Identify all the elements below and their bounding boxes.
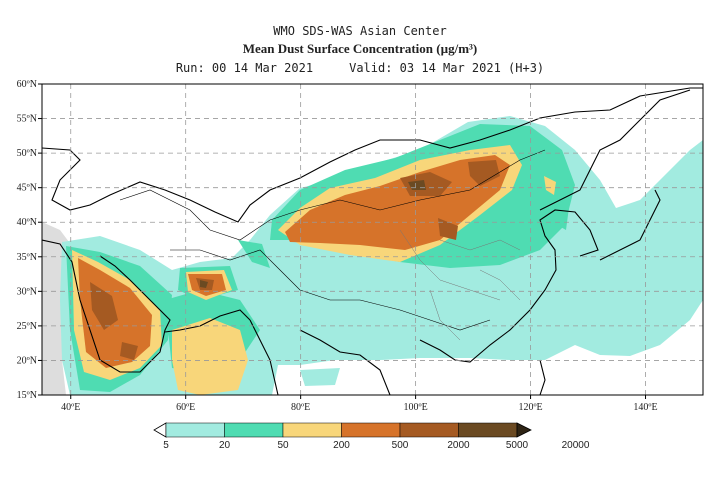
lat-tick-label: 45ºN [17, 183, 37, 194]
lat-tick-label: 20ºN [17, 355, 37, 366]
lat-tick-label: 60ºN [17, 79, 37, 90]
lon-tick-label: 100ºE [403, 402, 427, 413]
colorbar-under-arrow [153, 422, 167, 438]
lat-tick-label: 25ºN [17, 321, 37, 332]
province-borders [399, 229, 521, 341]
lat-tick-label: 40ºN [17, 217, 37, 228]
lon-tick-label: 140ºE [633, 402, 657, 413]
center-title: WMO SDS-WAS Asian Center [273, 24, 447, 38]
coastlines [42, 87, 703, 395]
dust-field [42, 87, 703, 395]
colorbar-label: 20000 [561, 440, 590, 451]
lon-tick-label: 80ºE [291, 402, 310, 413]
run-label: Run: 00 14 Mar 2021 [175, 61, 314, 75]
colorbar-segment [224, 422, 284, 438]
colorbar-label: 2000 [447, 440, 470, 451]
colorbar-over-arrow [516, 422, 532, 438]
gridlines [42, 84, 703, 395]
colorbar [153, 422, 532, 438]
lat-tick-label: 35ºN [17, 252, 37, 263]
lat-tick-label: 55ºN [17, 114, 37, 125]
valid-label: Valid: 03 14 Mar 2021 (H+3) [349, 61, 545, 75]
colorbar-segment [458, 422, 518, 438]
colorbar-label: 500 [391, 440, 409, 451]
axis-ticks [38, 83, 647, 399]
colorbar-label: 5 [163, 440, 169, 451]
lat-tick-label: 30ºN [17, 286, 37, 297]
colorbar-segment [341, 422, 401, 438]
map-frame [41, 83, 704, 396]
lon-tick-label: 40ºE [61, 402, 80, 413]
run-valid-line: Run: 00 14 Mar 2021 Valid: 03 14 Mar 2021… [0, 61, 720, 75]
lat-tick-label: 50ºN [17, 148, 37, 159]
axis-labels: 40ºE 60ºE 80ºE 100ºE 120ºE 140ºE 60ºN 55ºN 50ºN 4… [17, 79, 658, 413]
colorbar-segment [165, 422, 225, 438]
lat-tick-label: 15ºN [17, 390, 37, 401]
colorbar-label: 20 [218, 440, 231, 451]
colorbar-label: 50 [277, 440, 289, 451]
country-borders [119, 149, 546, 331]
colorbar-label: 200 [333, 440, 350, 451]
colorbar-label: 5000 [505, 440, 529, 451]
map-title: Mean Dust Surface Concentration (µg/m³) [242, 41, 478, 56]
colorbar-segment [399, 422, 459, 438]
lon-tick-label: 120ºE [518, 402, 542, 413]
lon-tick-label: 60ºE [176, 402, 195, 413]
colorbar-segment [282, 422, 342, 438]
